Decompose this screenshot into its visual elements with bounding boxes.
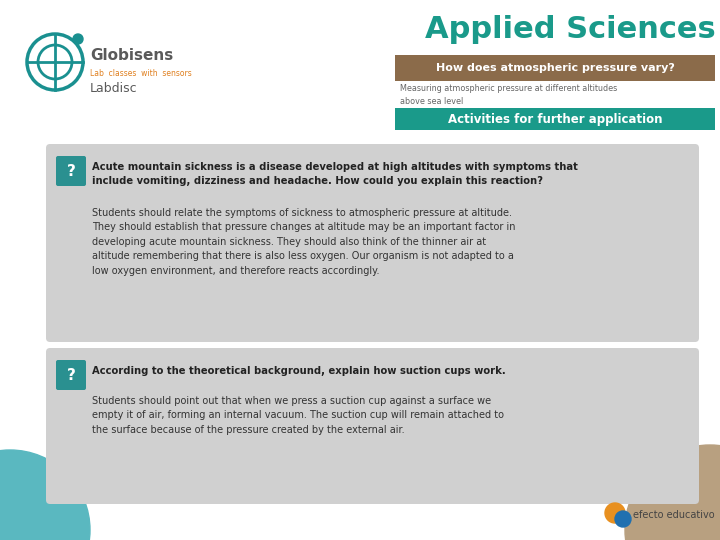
FancyBboxPatch shape bbox=[56, 156, 86, 186]
Text: Acute mountain sickness is a disease developed at high altitudes with symptoms t: Acute mountain sickness is a disease dev… bbox=[92, 162, 578, 186]
FancyBboxPatch shape bbox=[56, 360, 86, 390]
Text: efecto educativo: efecto educativo bbox=[633, 510, 715, 520]
Text: Lab  classes  with  sensors: Lab classes with sensors bbox=[90, 69, 192, 78]
FancyBboxPatch shape bbox=[46, 144, 699, 342]
Text: How does atmospheric pressure vary?: How does atmospheric pressure vary? bbox=[436, 63, 675, 73]
Text: Measuring atmospheric pressure at different altitudes
above sea level: Measuring atmospheric pressure at differ… bbox=[400, 84, 617, 105]
Text: ?: ? bbox=[66, 368, 76, 382]
Circle shape bbox=[615, 511, 631, 527]
Text: Applied Sciences: Applied Sciences bbox=[425, 16, 716, 44]
FancyBboxPatch shape bbox=[395, 108, 715, 130]
Circle shape bbox=[605, 503, 625, 523]
Text: Labdisc: Labdisc bbox=[90, 82, 138, 94]
Circle shape bbox=[625, 445, 720, 540]
Text: Students should point out that when we press a suction cup against a surface we
: Students should point out that when we p… bbox=[92, 396, 504, 435]
Circle shape bbox=[73, 34, 83, 44]
Circle shape bbox=[0, 450, 90, 540]
Text: Globisens: Globisens bbox=[90, 48, 174, 63]
Text: ?: ? bbox=[66, 164, 76, 179]
Text: Activities for further application: Activities for further application bbox=[448, 112, 662, 125]
Text: Students should relate the symptoms of sickness to atmospheric pressure at altit: Students should relate the symptoms of s… bbox=[92, 208, 516, 275]
FancyBboxPatch shape bbox=[46, 348, 699, 504]
Text: According to the theoretical background, explain how suction cups work.: According to the theoretical background,… bbox=[92, 366, 505, 376]
FancyBboxPatch shape bbox=[395, 55, 715, 81]
